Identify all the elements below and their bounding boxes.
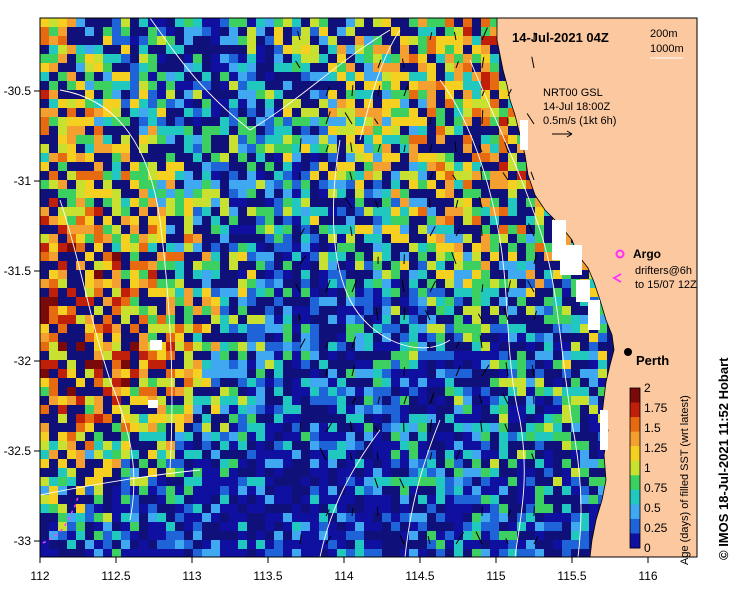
- map-plot-area: [40, 18, 697, 557]
- nearshore-no-data: [148, 120, 608, 450]
- colorbar-swatch: [630, 460, 640, 476]
- colorbar-tick: 1.25: [644, 441, 668, 455]
- colorbar-swatch: [630, 431, 640, 447]
- colorbar-swatch: [630, 417, 640, 433]
- colorbar-swatch: [630, 533, 640, 549]
- depth-label-200m: 200m: [650, 28, 678, 40]
- y-tick-label: -31: [14, 174, 32, 188]
- colorbar-tick: 1.75: [644, 401, 668, 415]
- drifters-label-line2: to 15/07 12Z: [635, 279, 697, 291]
- colorbar-swatch: [630, 446, 640, 462]
- current-vectors: [295, 27, 539, 545]
- colorbar-swatch: [630, 518, 640, 534]
- colorbar-tick: 0: [644, 541, 651, 555]
- perth-city-icon: [624, 348, 632, 356]
- colorbar-swatch: [630, 388, 640, 404]
- current-scale-label: 0.5m/s (1kt 6h): [543, 115, 616, 127]
- colorbar-swatch: [630, 504, 640, 520]
- argo-marker-icon: [615, 249, 625, 259]
- bathymetry-contours: [40, 18, 582, 557]
- y-tick-label: -32.5: [4, 444, 32, 458]
- colorbar-swatch: [630, 475, 640, 491]
- x-tick-label: 112.5: [101, 569, 130, 583]
- colorbar-tick: 0.75: [644, 481, 668, 495]
- plot-frame: [39, 17, 698, 558]
- current-scale-arrow: [552, 130, 573, 138]
- colorbar-tick: 0.25: [644, 521, 668, 535]
- y-tick-label: -33: [14, 534, 32, 548]
- colorbar-swatch: [630, 489, 640, 505]
- x-axis-labels: 112 112.5 113 113.5 114 114.5 115 115.5 …: [30, 569, 657, 583]
- x-tick-label: 113: [182, 569, 201, 583]
- argo-label: Argo: [633, 247, 661, 261]
- drifters-label-line1: drifters@6h: [635, 265, 692, 277]
- drifter-track: [42, 493, 80, 544]
- axis-ticks: [34, 90, 649, 563]
- colorbar-swatch: [630, 402, 640, 418]
- map-timestamp: 14-Jul-2021 04Z: [512, 30, 609, 45]
- colorbar-tick: 1.5: [644, 421, 661, 435]
- colorbar-tick: 0.5: [644, 501, 661, 515]
- y-axis-labels: -30.5 -31 -31.5 -32 -32.5 -33: [4, 84, 32, 548]
- x-tick-label: 115: [486, 569, 505, 583]
- colorbar-tick: 1: [644, 461, 651, 475]
- y-tick-label: -32: [14, 354, 32, 368]
- y-tick-label: -31.5: [4, 264, 32, 278]
- x-tick-label: 114: [334, 569, 353, 583]
- colorbar: 2 1.75 1.5 1.25 1 0.75 0.5 0.25 0 Age (d…: [629, 381, 691, 565]
- current-time-label: 14-Jul 18:00Z: [543, 101, 611, 113]
- depth-label-1000m: 1000m: [650, 43, 684, 55]
- drifter-marker-icon: [612, 273, 622, 283]
- x-tick-label: 113.5: [253, 569, 282, 583]
- city-label-perth: Perth: [636, 353, 669, 368]
- y-tick-label: -30.5: [4, 84, 32, 98]
- x-tick-label: 112: [30, 569, 49, 583]
- x-tick-label: 116: [638, 569, 657, 583]
- colorbar-label: Age (days) of filled SST (wrt latest): [679, 395, 691, 565]
- colorbar-tick: 2: [644, 381, 651, 395]
- x-tick-label: 114.5: [405, 569, 434, 583]
- x-tick-label: 115.5: [557, 569, 586, 583]
- current-source-label: NRT00 GSL: [543, 87, 603, 99]
- imos-credit: © IMOS 18-Jul-2021 11:52 Hobart: [716, 357, 731, 560]
